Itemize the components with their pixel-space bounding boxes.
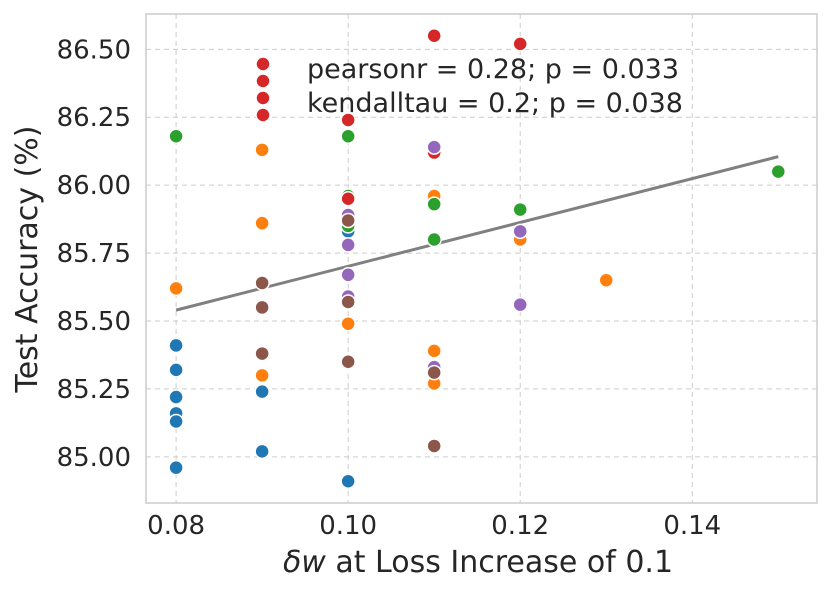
data-point-purple <box>512 296 528 313</box>
legend-marker <box>255 73 271 89</box>
trend-line <box>175 155 779 312</box>
y-tick-label: 85.75 <box>57 239 131 269</box>
data-point-blue <box>168 413 184 430</box>
data-point-orange <box>168 280 184 297</box>
data-point-brown <box>340 294 356 310</box>
data-point-green <box>770 163 787 180</box>
y-tick-label: 86.00 <box>57 171 131 201</box>
y-axis-label: Test Accuracy (%) <box>10 125 45 393</box>
data-point-purple <box>340 267 356 283</box>
data-point-orange <box>254 142 270 158</box>
data-point-blue <box>340 473 356 490</box>
data-point-brown <box>254 345 270 362</box>
data-point-red <box>426 27 442 44</box>
x-tick-label: 0.14 <box>663 511 721 541</box>
data-point-orange <box>254 367 270 384</box>
data-point-blue <box>168 459 184 476</box>
data-point-green <box>340 128 356 144</box>
x-tick-labels: 0.08 0.10 0.12 0.14 <box>147 511 721 541</box>
trend-line-group <box>175 155 779 312</box>
y-tick-label: 85.00 <box>57 443 131 473</box>
data-point-green <box>426 196 442 212</box>
data-point-green <box>426 231 442 248</box>
data-point-blue <box>254 443 270 460</box>
legend-marker <box>255 90 271 106</box>
data-point-green <box>168 128 184 144</box>
data-point-red <box>512 36 528 52</box>
data-point-orange <box>598 272 614 288</box>
y-tick-label: 85.50 <box>57 307 131 337</box>
x-axis-label: δw at Loss Increase of 0.1 <box>283 545 673 580</box>
data-point-blue <box>168 362 184 378</box>
data-point-purple <box>340 237 356 253</box>
data-point-brown <box>254 275 270 291</box>
data-point-red <box>340 190 356 207</box>
data-point-brown <box>340 212 356 229</box>
data-point-red <box>340 112 356 128</box>
data-point-blue <box>254 383 270 400</box>
legend-marker <box>255 107 271 123</box>
data-point-purple <box>426 139 442 155</box>
legend-entry-label: kendalltau = 0.2; p = 0.038 <box>307 88 683 119</box>
plot-frame <box>145 13 818 504</box>
data-point-orange <box>426 343 442 359</box>
data-point-purple <box>512 223 528 240</box>
y-tick-labels: 85.00 85.25 85.50 85.75 86.00 86.25 86.50 <box>57 35 131 473</box>
data-point-brown <box>340 353 356 370</box>
x-tick-label: 0.08 <box>147 511 205 541</box>
data-point-orange <box>254 215 270 231</box>
y-tick-label: 86.50 <box>57 35 131 65</box>
x-tick-label: 0.10 <box>319 511 377 541</box>
data-point-brown <box>254 299 270 316</box>
legend-entry-label: pearsonr = 0.28; p = 0.033 <box>307 54 679 85</box>
legend-marker <box>255 56 271 72</box>
data-point-brown <box>426 438 442 454</box>
data-point-blue <box>168 389 184 405</box>
y-tick-label: 85.25 <box>57 375 131 405</box>
x-tick-label: 0.12 <box>491 511 549 541</box>
data-point-orange <box>340 315 356 332</box>
data-point-brown <box>426 364 442 381</box>
data-points <box>168 27 787 490</box>
data-point-green <box>512 201 528 218</box>
y-tick-label: 86.25 <box>57 103 131 133</box>
data-point-blue <box>168 337 184 354</box>
